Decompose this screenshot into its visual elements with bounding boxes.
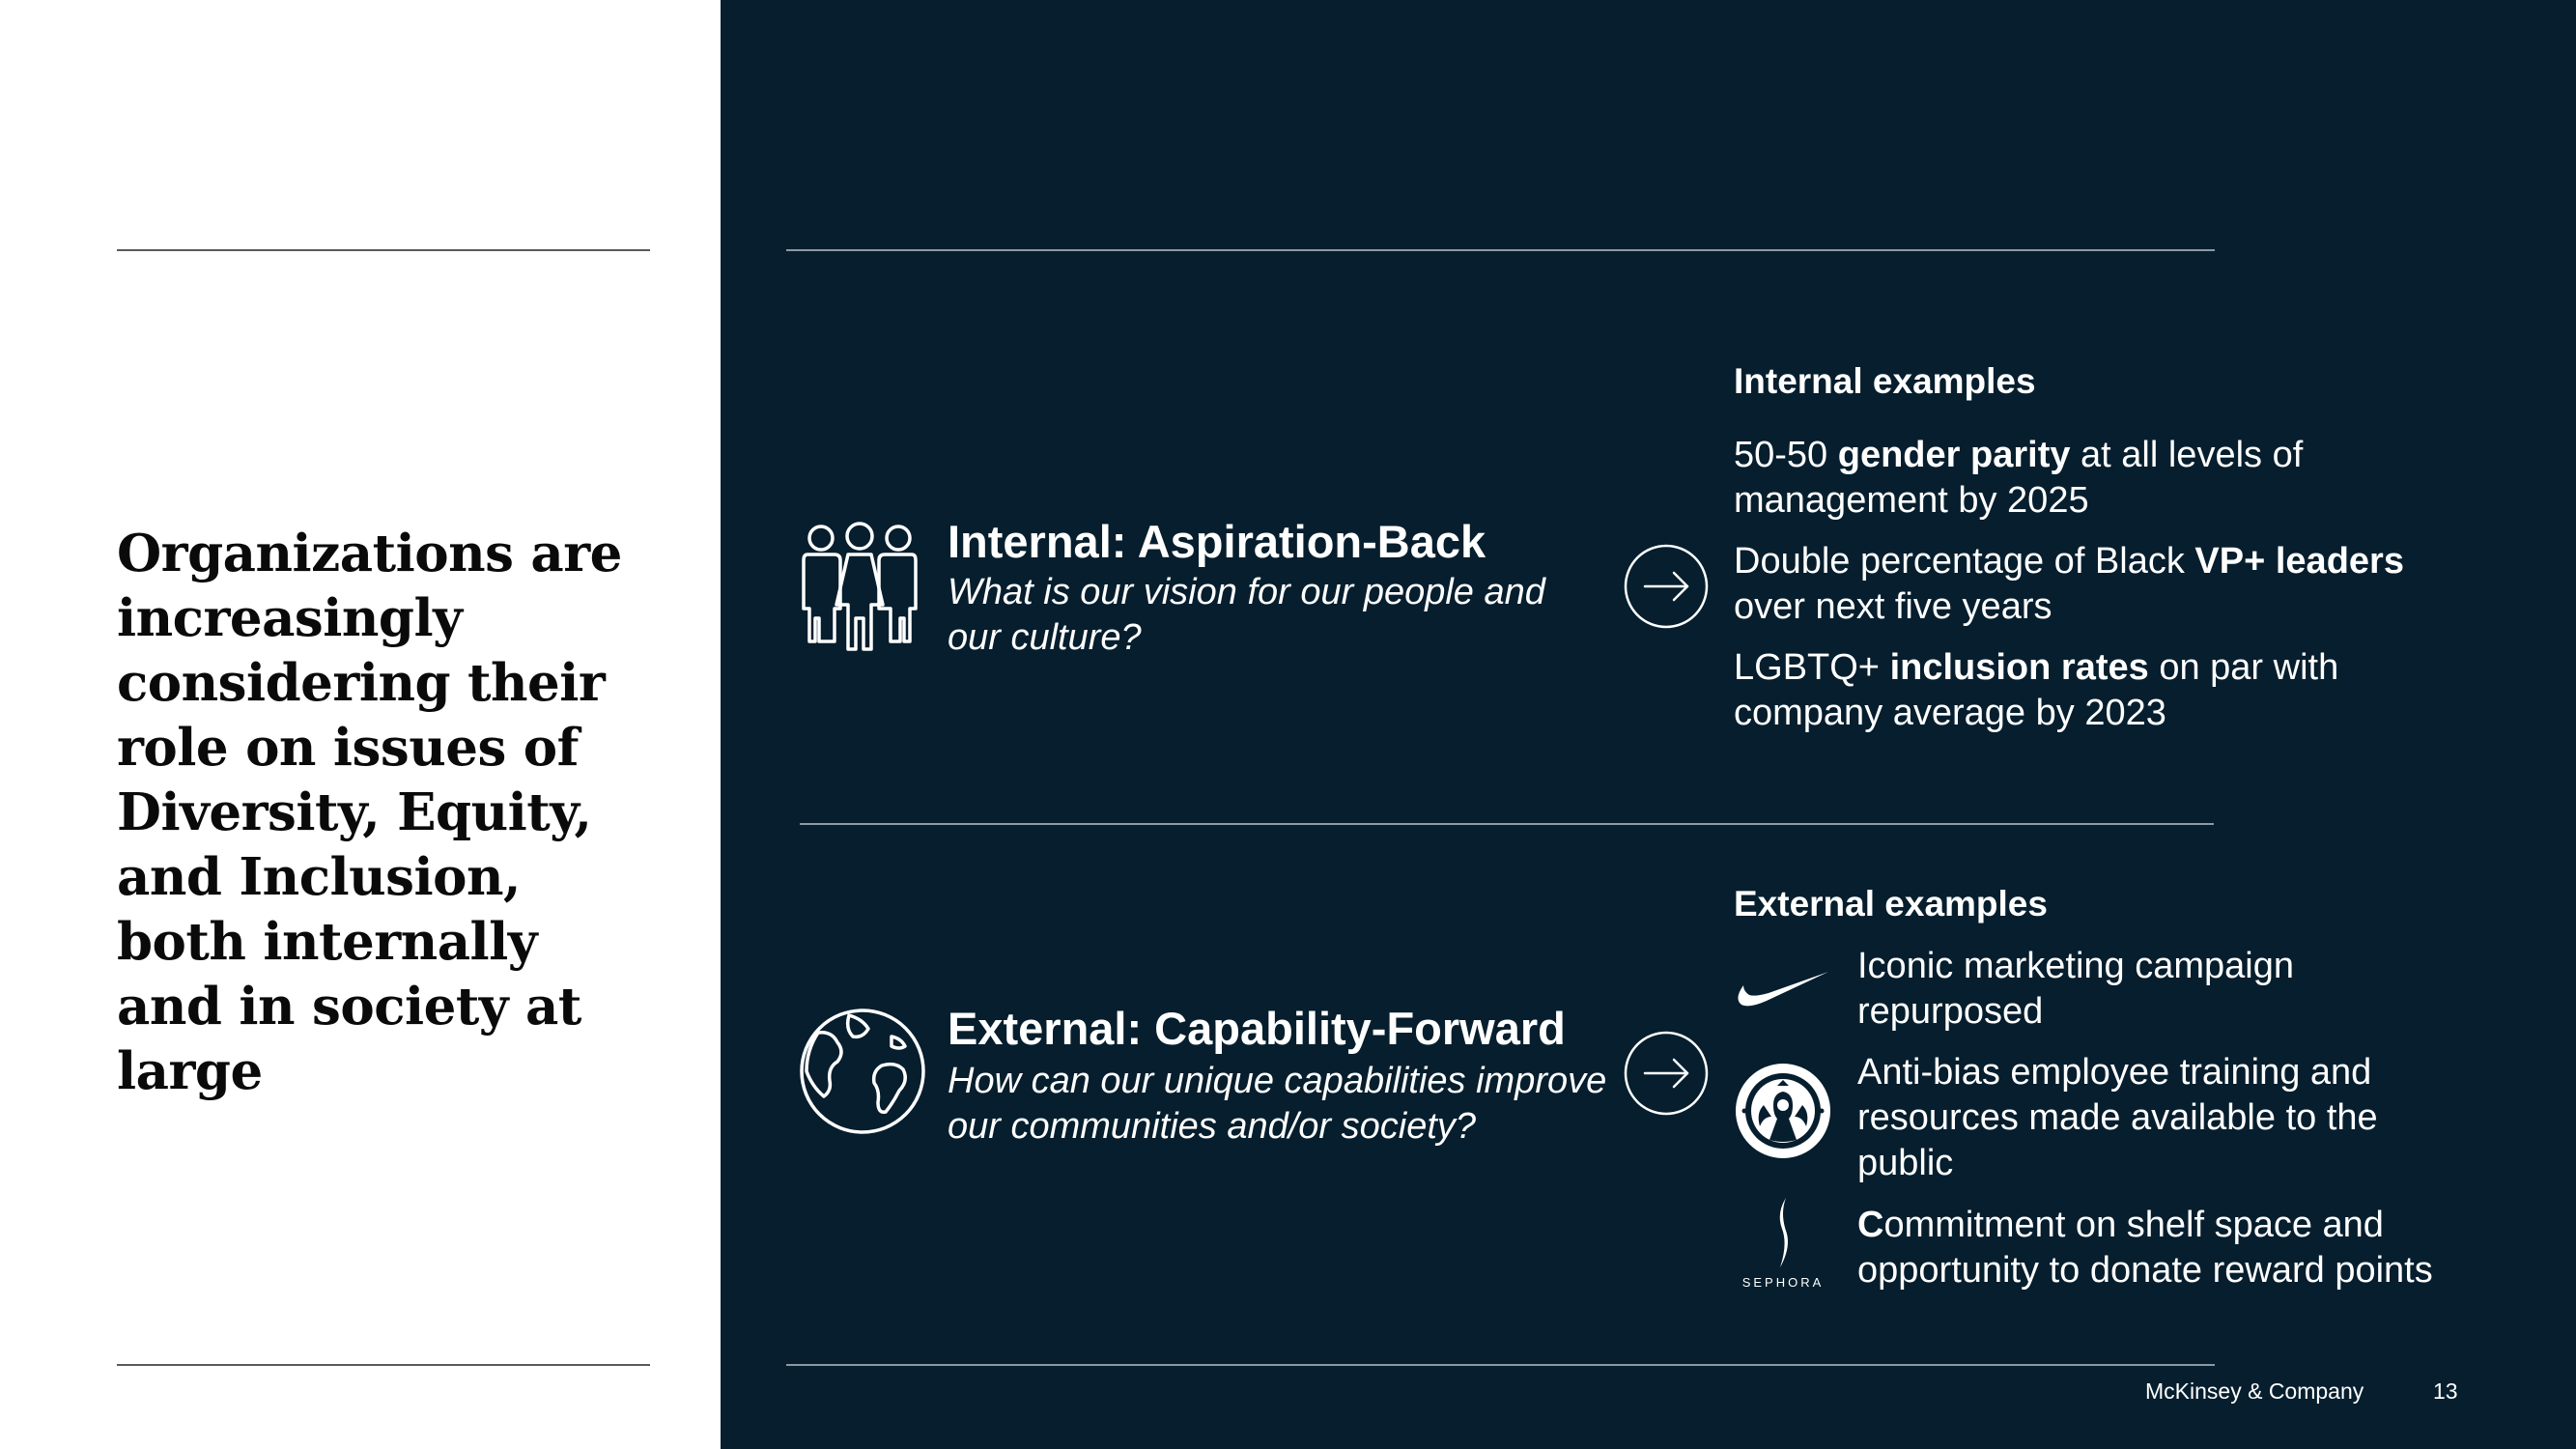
- sephora-logo: SEPHORA: [1735, 1196, 1831, 1290]
- people-group-icon: [800, 522, 920, 656]
- internal-examples-heading: Internal examples: [1734, 361, 2036, 401]
- globe-icon: [799, 1008, 926, 1140]
- page-number: 13: [2433, 1378, 2458, 1404]
- internal-title: Internal: Aspiration-Back: [948, 516, 1486, 567]
- middle-divider: [800, 823, 2214, 825]
- external-example-3: Commitment on shelf space and opportunit…: [1857, 1205, 2433, 1291]
- top-divider-right: [786, 249, 2215, 251]
- bottom-divider-right: [786, 1364, 2215, 1366]
- external-example-2: Anti-bias employee training and resource…: [1857, 1052, 2378, 1183]
- external-title: External: Capability-Forward: [948, 1003, 1566, 1054]
- starbucks-siren-logo: [1735, 1063, 1831, 1164]
- nike-swoosh-logo: [1732, 966, 1832, 1013]
- external-example-1: Iconic marketing campaign repurposed: [1857, 946, 2294, 1032]
- internal-arrow-icon: [1624, 544, 1709, 629]
- external-examples-heading: External examples: [1734, 884, 2048, 923]
- bottom-divider-left: [117, 1364, 650, 1366]
- internal-example-2: Double percentage of Black VP+ leaders o…: [1734, 541, 2404, 627]
- left-panel: Organizations are increasingly consideri…: [0, 0, 721, 1449]
- headline: Organizations are increasingly consideri…: [117, 524, 622, 1101]
- internal-example-1: 50-50 gender parity at all levels of man…: [1734, 435, 2304, 521]
- external-subtitle: How can our unique capabilities improve …: [948, 1061, 1607, 1147]
- internal-example-3: LGBTQ+ inclusion rates on par with compa…: [1734, 647, 2339, 733]
- internal-subtitle: What is our vision for our people and ou…: [948, 572, 1545, 658]
- external-arrow-icon: [1624, 1031, 1709, 1116]
- footer-company: McKinsey & Company: [2145, 1378, 2364, 1404]
- right-panel: Internal: Aspiration-Back What is our vi…: [721, 0, 2576, 1449]
- top-divider-left: [117, 249, 650, 251]
- sephora-wordmark: SEPHORA: [1741, 1275, 1825, 1290]
